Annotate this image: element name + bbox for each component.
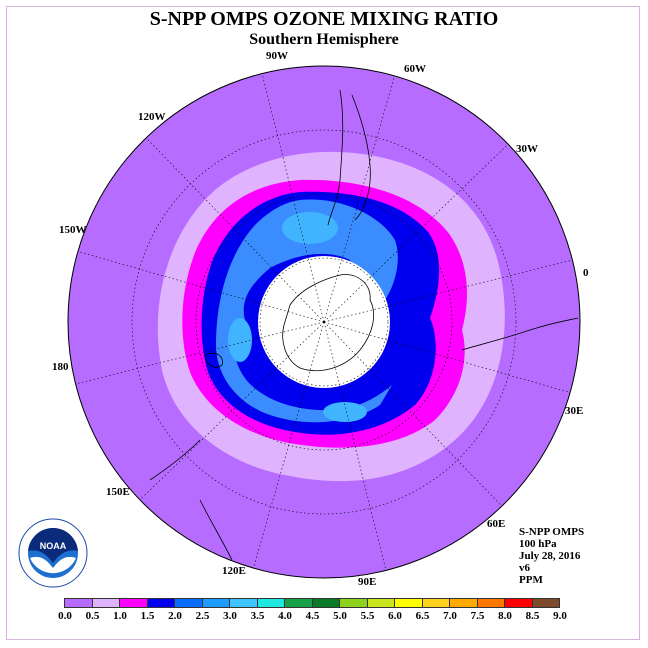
colorbar-swatch	[229, 598, 258, 608]
colorbar-tick-label: 3.5	[250, 610, 265, 622]
colorbar-swatch	[174, 598, 203, 608]
colorbar-swatch	[119, 598, 148, 608]
colorbar-tick-label: 8.5	[525, 610, 540, 622]
south-america-coast	[327, 89, 371, 226]
map-subtitle: Southern Hemisphere	[249, 31, 399, 48]
colorbar-tick-label: 2.5	[195, 610, 210, 622]
meridian-line	[139, 321, 325, 501]
noaa-logo: NOAA	[18, 518, 88, 588]
colorbar-tick-label: 0.0	[58, 610, 72, 622]
meridian-line	[75, 321, 325, 385]
colorbar-swatch	[339, 598, 368, 608]
lon-label-120e: 120E	[222, 565, 246, 577]
colorbar-tick-label: 1.0	[113, 610, 127, 622]
lon-label-30w: 30W	[516, 143, 538, 155]
colorbar-swatch	[256, 598, 285, 608]
colorbar-tick-label: 7.0	[443, 610, 457, 622]
colorbar-swatch	[449, 598, 478, 608]
meridian-line	[323, 321, 387, 571]
meridian-line	[323, 321, 503, 507]
colorbar-swatch	[394, 598, 423, 608]
colorbar-tick-label: 6.5	[415, 610, 430, 622]
latitude-circles	[131, 129, 517, 515]
colorbar-tick-label: 4.0	[278, 610, 292, 622]
meridian-line	[77, 251, 325, 323]
map-title: S-NPP OMPS OZONE MIXING RATIO	[149, 8, 499, 30]
meridian-line	[323, 259, 573, 323]
lon-label-0: 0	[583, 267, 589, 279]
meridian-line	[323, 143, 509, 323]
map-frame	[6, 6, 640, 640]
colorbar-tick-label: 0.5	[85, 610, 100, 622]
map-boundary	[67, 65, 581, 579]
colorbar-swatch	[366, 598, 395, 608]
colorbar-swatch	[531, 598, 560, 608]
australia-coast	[149, 439, 233, 561]
colorbar-swatch	[476, 598, 505, 608]
colorbar-tick-label: 5.0	[333, 610, 347, 622]
colorbar-tick-label: 5.5	[360, 610, 375, 622]
info-version: v6	[519, 562, 530, 574]
meridian-lines	[75, 73, 573, 571]
info-instrument: S-NPP OMPS	[519, 526, 585, 538]
lon-label-90w: 90W	[266, 50, 288, 62]
colorbar-swatch	[64, 598, 93, 608]
lon-label-30e: 30E	[565, 405, 584, 417]
colorbar-swatch	[201, 598, 230, 608]
lon-label-60w: 60W	[404, 63, 426, 75]
colorbar-swatch	[504, 598, 533, 608]
band-azure	[216, 199, 398, 423]
colorbar-swatch	[421, 598, 450, 608]
lon-label-90e: 90E	[358, 576, 377, 588]
colorbar-tick-label: 3.0	[223, 610, 237, 622]
colorbar-tick-label: 4.5	[305, 610, 320, 622]
nz-coast	[204, 352, 223, 368]
africa-coast	[461, 317, 579, 351]
lon-label-150e: 150E	[106, 486, 130, 498]
patch-sky	[282, 212, 338, 244]
meridian-line	[253, 321, 325, 569]
colorbar-swatch	[91, 598, 120, 608]
colorbar	[64, 598, 560, 608]
svg-text:NOAA: NOAA	[40, 541, 67, 551]
lon-label-150w: 150W	[59, 224, 87, 236]
colorbar-swatch	[284, 598, 313, 608]
colorbar-swatch	[311, 598, 340, 608]
patch-sky	[323, 402, 367, 422]
lon-label-180: 180	[52, 361, 69, 373]
info-block: S-NPP OMPS 100 hPa July 28, 2016 v6 PPM	[519, 526, 584, 586]
colorbar-tick-label: 8.0	[498, 610, 512, 622]
colorbar-tick-label: 9.0	[553, 610, 567, 622]
colorbar-tick-label: 1.5	[140, 610, 155, 622]
info-level: 100 hPa	[519, 538, 557, 550]
meridian-line	[145, 137, 325, 323]
lon-label-120w: 120W	[138, 111, 166, 123]
colorbar-swatch	[146, 598, 175, 608]
colorbar-tick-label: 2.0	[168, 610, 182, 622]
info-units: PPM	[519, 574, 543, 586]
colorbar-tick-label: 7.5	[470, 610, 485, 622]
colorbar-tick-label: 6.0	[388, 610, 402, 622]
patch-sky	[228, 318, 252, 362]
meridian-line	[261, 73, 325, 323]
lon-label-60e: 60E	[487, 518, 506, 530]
info-date: July 28, 2016	[519, 550, 581, 562]
meridian-line	[323, 321, 571, 393]
meridian-line	[323, 75, 395, 323]
